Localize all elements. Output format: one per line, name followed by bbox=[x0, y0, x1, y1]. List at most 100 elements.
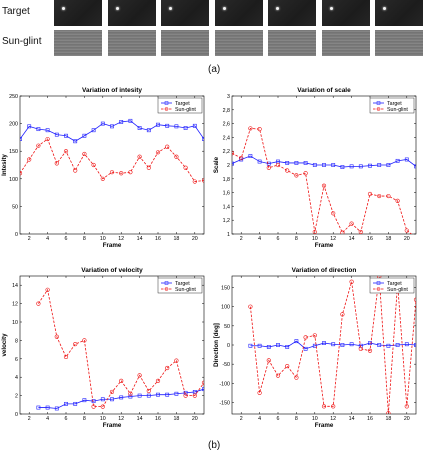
chart-title: Variation of intesity bbox=[82, 87, 142, 94]
sunglint-point bbox=[201, 178, 204, 183]
chart-panel-scale: Variation of scale 2 4 6 8 10 12 14 16 18 20 1 1,2 1,… bbox=[212, 82, 424, 254]
plot-frame bbox=[231, 275, 417, 415]
x-tick-label: 18 bbox=[173, 236, 179, 242]
target-point bbox=[146, 128, 151, 133]
target-point bbox=[395, 343, 400, 347]
target-point bbox=[386, 163, 391, 167]
target-point bbox=[303, 161, 308, 165]
sunglint-point bbox=[73, 341, 78, 347]
target-point bbox=[414, 164, 416, 169]
target-point bbox=[395, 158, 400, 163]
y-tick-label: 250 bbox=[9, 94, 18, 100]
sunglint-point bbox=[165, 144, 170, 149]
chart-panel-intensity: Variation of intesity 2 4 6 8 10 12 14 16 18 20 0 50… bbox=[0, 82, 212, 254]
x-tick-label: 16 bbox=[367, 236, 373, 242]
x-tick-label: 10 bbox=[312, 236, 318, 242]
sunglint-point bbox=[331, 404, 336, 409]
caption-b: (b) bbox=[208, 440, 221, 451]
glint-thumbnail bbox=[321, 30, 370, 56]
target-thumbnail bbox=[268, 0, 316, 26]
x-tick-label: 14 bbox=[349, 236, 355, 242]
y-tick-label: -100 bbox=[219, 381, 230, 387]
target-point bbox=[165, 123, 170, 128]
x-tick-label: 8 bbox=[295, 236, 298, 242]
target-point bbox=[73, 139, 78, 144]
target-point bbox=[192, 123, 197, 128]
target-point bbox=[137, 393, 142, 398]
legend-label: Target bbox=[175, 281, 190, 287]
chart-scale: Variation of scale 2 4 6 8 10 12 14 16 18 20 1 1,2 1,… bbox=[213, 87, 417, 249]
sunglint-point bbox=[266, 358, 271, 363]
target-spot bbox=[383, 7, 386, 10]
sunglint-point bbox=[201, 380, 204, 385]
sunglint-point bbox=[73, 168, 78, 173]
y-tick-label: 100 bbox=[221, 305, 230, 311]
strip-label-target: Target bbox=[2, 6, 30, 17]
sunglint-point bbox=[146, 388, 151, 394]
x-tick-label: 18 bbox=[385, 236, 391, 242]
x-tick-label: 2 bbox=[240, 416, 243, 422]
sunglint-point bbox=[45, 136, 50, 142]
target-thumbnail-strip bbox=[54, 0, 423, 26]
x-tick-label: 20 bbox=[404, 416, 410, 422]
sunglint-point bbox=[367, 348, 373, 353]
sunglint-point bbox=[36, 301, 41, 306]
target-point bbox=[174, 391, 179, 396]
sunglint-point bbox=[100, 176, 105, 181]
target-point bbox=[73, 401, 78, 406]
target-thumbnail bbox=[161, 0, 209, 26]
sunglint-point bbox=[146, 165, 151, 170]
sunglint-point bbox=[232, 151, 235, 156]
target-point bbox=[368, 163, 372, 168]
legend-sunglint-marker bbox=[164, 287, 169, 291]
x-axis-label: Frame bbox=[103, 242, 122, 249]
sunglint-point bbox=[312, 229, 317, 234]
sunglint-point bbox=[91, 162, 96, 168]
y-tick-label: 1 bbox=[227, 232, 230, 238]
target-series-line bbox=[250, 340, 416, 350]
sunglint-point bbox=[183, 393, 188, 398]
target-point bbox=[257, 343, 262, 348]
target-spot bbox=[329, 7, 333, 10]
chart-title: Variation of direction bbox=[292, 267, 357, 274]
target-series-line bbox=[38, 388, 204, 409]
sunglint-point bbox=[248, 126, 253, 131]
sunglint-point bbox=[137, 154, 142, 159]
target-point bbox=[266, 345, 271, 349]
sunglint-point bbox=[63, 354, 69, 360]
sunglint-point bbox=[303, 171, 308, 176]
x-tick-label: 16 bbox=[155, 416, 161, 422]
sunglint-point bbox=[63, 149, 69, 154]
target-spot bbox=[276, 7, 279, 10]
sunglint-point bbox=[321, 183, 327, 188]
target-point bbox=[232, 161, 234, 166]
x-axis-label: Frame bbox=[103, 422, 122, 429]
target-thumbnail bbox=[54, 0, 102, 26]
sunglint-point bbox=[257, 127, 262, 132]
y-tick-label: 0 bbox=[15, 412, 18, 418]
strip-label-sunglint: Sun-glint bbox=[2, 36, 42, 47]
y-tick-label: 150 bbox=[221, 286, 230, 292]
sunglint-series-line bbox=[38, 288, 204, 408]
x-tick-label: 18 bbox=[385, 416, 391, 422]
target-point bbox=[64, 401, 68, 406]
target-point bbox=[368, 341, 372, 345]
y-tick-label: 3 bbox=[227, 94, 230, 100]
target-point bbox=[377, 163, 382, 167]
y-axis-label: velocity bbox=[1, 333, 8, 357]
x-tick-label: 6 bbox=[277, 236, 280, 242]
target-point bbox=[340, 343, 345, 347]
target-point bbox=[36, 405, 41, 410]
target-point bbox=[294, 161, 299, 165]
chart-velocity: Variation of velocity 2 4 6 8 10 12 14 16 18 20 0 2 4… bbox=[1, 267, 205, 429]
target-thumbnail bbox=[321, 0, 370, 26]
glint-thumbnail bbox=[161, 30, 209, 56]
sunglint-point bbox=[174, 358, 179, 363]
chart-title: Variation of scale bbox=[297, 87, 351, 94]
sunglint-series-line bbox=[250, 276, 416, 414]
target-point bbox=[202, 387, 204, 392]
x-tick-label: 4 bbox=[46, 416, 49, 422]
legend-sunglint-marker bbox=[376, 107, 381, 111]
sunglint-series-line bbox=[20, 138, 204, 182]
x-tick-label: 8 bbox=[295, 416, 298, 422]
